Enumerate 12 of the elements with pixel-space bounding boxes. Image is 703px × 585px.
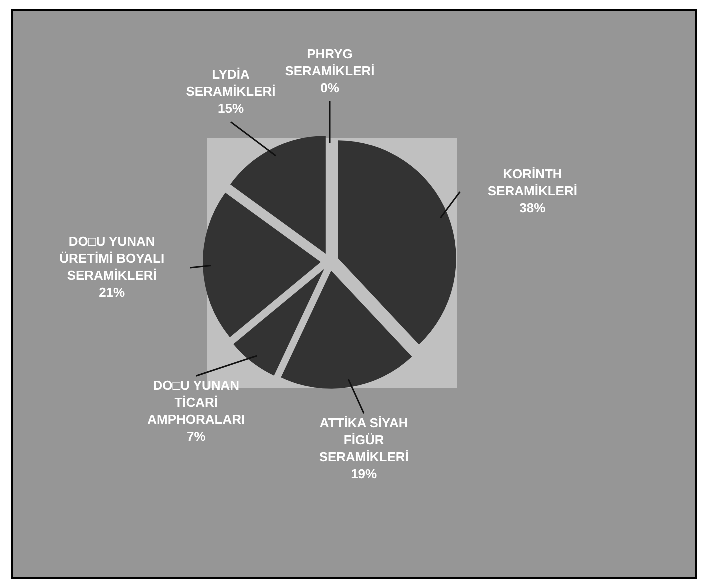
data-label: 7%: [186, 429, 206, 444]
data-label: 19%: [351, 466, 378, 482]
slice-label: DO□U YUNAN TİCARİ AMPHORALARI: [148, 378, 246, 428]
slice-label: ATTİKA SİYAH FİGÜR SERAMİKLERİ: [319, 416, 409, 465]
slice-label: KORİNTH SERAMİKLERİ: [488, 166, 578, 199]
slice-label: LYDİA SERAMİKLERİ: [186, 67, 276, 100]
data-label: 21%: [99, 284, 126, 300]
category-label: PHRYG SERAMİKLERİ: [285, 46, 375, 78]
data-label: 38%: [520, 200, 546, 216]
data-label: 15%: [218, 101, 244, 116]
text: 0%: [320, 80, 340, 96]
slice-label: DO□U YUNAN ÜRETİMİ BOYALI SERAMİKLERİ: [60, 234, 165, 283]
